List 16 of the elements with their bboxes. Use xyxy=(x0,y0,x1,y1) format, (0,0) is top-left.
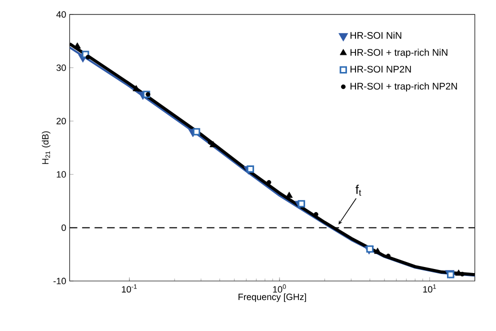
y-axis-title: H$_{21}$ (dB) xyxy=(42,131,50,164)
y-tick-label: 10 xyxy=(56,171,66,178)
x-tick-label: 10$^{-1}$ xyxy=(122,284,137,293)
y-tick-label: 40 xyxy=(56,11,66,18)
x-tick-label: 10$^{1}$ xyxy=(423,284,436,293)
y-tick-label: 20 xyxy=(56,118,66,124)
annotation: f$_{t}$ xyxy=(356,184,362,196)
legend-label: HR-SOI + trap-rich NiN xyxy=(350,48,448,58)
x-axis-title: Frequency [GHz] xyxy=(238,293,306,302)
legend-label: HR-SOI NP2N xyxy=(350,66,411,73)
y-tick-label: 30 xyxy=(56,64,66,71)
x-tick-label: 10$^{0}$ xyxy=(273,284,286,293)
y-tick-label: -10 xyxy=(54,278,66,284)
legend-label: HR-SOI + trap-rich NP2N xyxy=(350,82,457,92)
y-tick-label: 0 xyxy=(62,224,66,231)
legend-label: HR-SOI NiN xyxy=(350,32,402,39)
